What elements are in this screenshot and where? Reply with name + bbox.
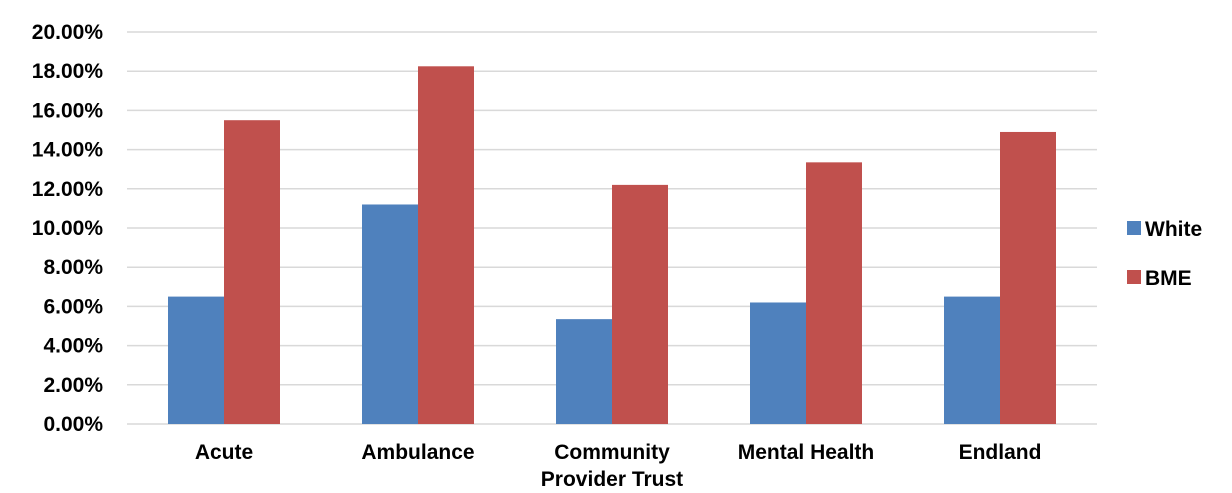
bar-white-acute: [168, 296, 224, 424]
legend-label-bme: BME: [1145, 267, 1192, 290]
y-tick-label: 14.00%: [32, 139, 104, 162]
y-tick-label: 2.00%: [43, 374, 103, 397]
bar-bme-ambulance: [418, 66, 474, 425]
x-tick-label: Mental Health: [738, 441, 875, 464]
legend-swatch-white: [1127, 221, 1141, 235]
bar-bme-community-provider-trust: [612, 184, 668, 424]
y-tick-label: 18.00%: [32, 60, 104, 83]
x-tick-label: Ambulance: [361, 441, 474, 464]
y-tick-label: 12.00%: [32, 178, 104, 201]
legend: White BME: [1127, 218, 1202, 290]
y-axis: 0.00% 2.00% 4.00% 6.00% 8.00% 10.00% 12.00% 14.…: [32, 21, 104, 436]
y-tick-label: 20.00%: [32, 21, 104, 44]
bar-bme-mental-health: [806, 162, 862, 424]
legend-label-white: White: [1145, 218, 1202, 241]
x-axis: Acute Ambulance Community Provider Trust Men…: [195, 441, 1042, 491]
x-tick-label: Acute: [195, 441, 253, 464]
bar-white-mental-health: [750, 302, 806, 424]
x-tick-label: Endland: [959, 441, 1042, 464]
x-tick-label: Community Provider Trust: [541, 441, 683, 491]
bar-white-community-provider-trust: [556, 319, 612, 424]
legend-swatch-bme: [1127, 270, 1141, 284]
y-tick-label: 10.00%: [32, 217, 104, 240]
bar-white-ambulance: [362, 204, 418, 424]
bars: [168, 66, 1056, 425]
y-tick-label: 16.00%: [32, 99, 104, 122]
y-tick-label: 0.00%: [43, 413, 103, 436]
y-tick-label: 6.00%: [43, 295, 103, 318]
bar-white-endland: [944, 296, 1000, 424]
y-tick-label: 8.00%: [43, 256, 103, 279]
bar-bme-acute: [224, 120, 280, 424]
bar-bme-endland: [1000, 131, 1056, 424]
y-tick-label: 4.00%: [43, 335, 103, 358]
